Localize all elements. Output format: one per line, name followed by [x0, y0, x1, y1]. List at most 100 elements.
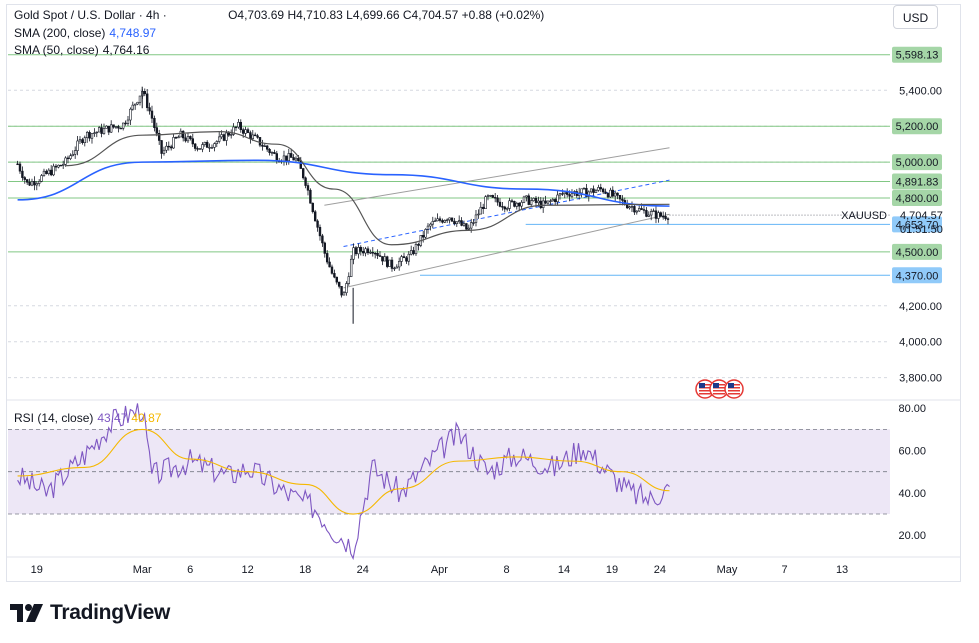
candle-body [129, 108, 132, 121]
candle-body [42, 170, 46, 176]
candle-body [150, 110, 154, 119]
candle-body [417, 244, 420, 246]
candle-body [657, 212, 660, 219]
candle-body [237, 121, 240, 128]
candle-body [131, 104, 134, 110]
candle-body [222, 134, 226, 141]
rsi-tick-label: 80.00 [898, 403, 926, 415]
candle-body [205, 141, 209, 148]
candle-body [21, 170, 24, 178]
brand[interactable]: TradingView [10, 601, 170, 625]
candle-body [383, 256, 386, 262]
time-tick-label: 12 [242, 564, 254, 576]
candle-body [114, 126, 118, 128]
sma50-line [65, 130, 670, 246]
candle-body [472, 222, 475, 224]
candle-body [203, 141, 206, 145]
candle-body [261, 144, 264, 147]
candle-body [95, 131, 98, 134]
price-tag-bg [892, 118, 942, 135]
candle-body [321, 235, 324, 244]
candle-body [395, 266, 398, 269]
candle-body [165, 145, 168, 151]
candle-body [649, 211, 653, 216]
candle-body [52, 165, 55, 176]
candle-body [642, 209, 646, 211]
candle-body [54, 165, 58, 168]
candle-body [385, 256, 389, 267]
rsi-ma-value: 40.87 [131, 411, 162, 425]
candle-body [640, 208, 643, 210]
candle-body [220, 134, 223, 138]
candle-body [652, 210, 655, 212]
time-tick-label: 24 [357, 564, 369, 576]
candle-body [97, 127, 101, 133]
candle-body [352, 247, 355, 260]
candle-body [30, 181, 34, 186]
candle-body [208, 147, 211, 149]
time-tick-label: 18 [299, 564, 311, 576]
rsi-legend[interactable]: RSI (14, close) 43.47 40.87 [14, 411, 161, 425]
candle-body [441, 220, 444, 223]
candle-body [525, 195, 528, 198]
candle-body [534, 197, 538, 203]
us-flag-event-icon [709, 379, 729, 399]
sma200-legend[interactable]: SMA (200, close) 4,748.97 [14, 26, 156, 40]
candle-body [328, 261, 331, 268]
candle-body [251, 134, 254, 139]
candle-body [580, 188, 583, 194]
candle-body [544, 200, 547, 204]
candle-body [493, 197, 497, 199]
candle-body [126, 119, 130, 124]
candle-body [388, 259, 391, 267]
candle-body [479, 206, 482, 215]
candle-body [412, 250, 415, 255]
candle-body [184, 137, 187, 142]
price-tag-label: 4,500.00 [896, 247, 939, 259]
candle-body [546, 200, 550, 204]
candle-body [239, 121, 242, 131]
current-symbol-label: XAUUSD [841, 210, 887, 222]
ohlc-values: O4,703.69 H4,710.83 L4,699.66 C4,704.57 … [228, 8, 545, 22]
currency-button[interactable]: USD [893, 5, 938, 29]
candle-body [378, 255, 382, 257]
current-price-label: 4,704.57 [900, 210, 943, 222]
candle-body [85, 132, 89, 139]
candle-body [107, 125, 110, 133]
time-tick-label: 24 [654, 564, 666, 576]
candle-body [201, 144, 204, 150]
candle-body [635, 210, 638, 213]
price-tag-label: 5,200.00 [896, 121, 939, 133]
candle-body [215, 141, 218, 144]
candle-body [361, 250, 365, 254]
candle-body [119, 127, 122, 130]
candle-body [371, 252, 374, 254]
time-tick-label: 7 [781, 564, 787, 576]
candle-body [630, 206, 634, 208]
candle-body [335, 276, 338, 283]
sma50-label: SMA (50, close) [14, 43, 99, 57]
chart-frame[interactable] [6, 4, 961, 582]
sma50-legend[interactable]: SMA (50, close) 4,764.16 [14, 43, 149, 57]
time-tick-label: 6 [187, 564, 193, 576]
candle-body [532, 197, 535, 201]
candle-body [273, 152, 276, 154]
candle-body [455, 221, 458, 224]
candle-body [256, 135, 259, 138]
candle-body [102, 128, 106, 134]
candle-body [659, 212, 662, 217]
candle-body [618, 194, 622, 200]
tradingview-logo-icon [10, 604, 43, 622]
candle-body [189, 136, 192, 139]
candle-body [666, 218, 670, 220]
flag-stripe [713, 393, 725, 395]
candle-body [510, 200, 514, 202]
candle-body [333, 273, 336, 278]
flag-stripe [728, 393, 740, 395]
time-tick-label: May [717, 564, 738, 576]
candle-body [342, 292, 346, 296]
candle-body [217, 136, 221, 142]
candle-body [661, 215, 665, 218]
candle-body [469, 222, 473, 229]
